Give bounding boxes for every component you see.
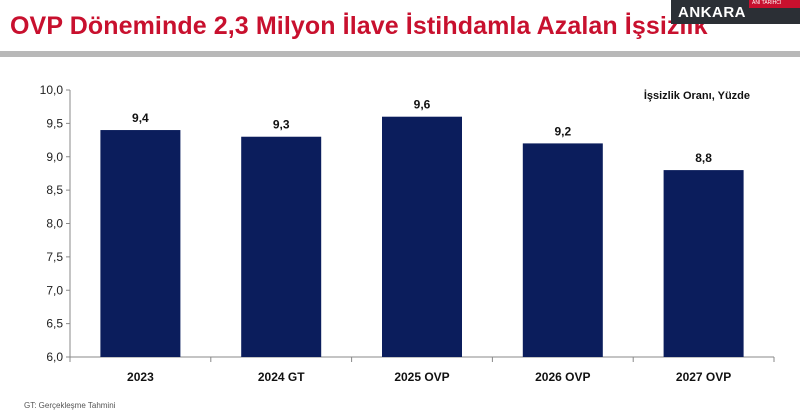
y-tick-label: 9,0 — [46, 150, 63, 164]
y-tick-label: 6,5 — [46, 317, 63, 331]
y-tick-label: 8,0 — [46, 217, 63, 231]
bar — [663, 170, 744, 357]
x-tick-label: 2027 OVP — [676, 370, 731, 384]
page-title: OVP Döneminde 2,3 Milyon İlave İstihdaml… — [10, 12, 708, 40]
x-tick-label: 2023 — [127, 370, 154, 384]
data-label: 9,3 — [273, 118, 290, 132]
y-tick-label: 7,5 — [46, 250, 63, 264]
data-label: 9,6 — [414, 98, 431, 112]
badge-red-strip — [749, 0, 800, 8]
chart-annotation: İşsizlik Oranı, Yüzde — [644, 89, 750, 102]
footnote: GT: Gerçekleşme Tahmini — [24, 401, 116, 410]
y-tick-label: 6,0 — [46, 350, 63, 364]
bar — [382, 116, 462, 357]
badge-small-text: ANI TARIHCI — [752, 0, 782, 6]
data-label: 9,2 — [554, 124, 571, 138]
bar — [522, 143, 603, 357]
x-tick-label: 2025 OVP — [394, 370, 449, 384]
y-tick-label: 10,0 — [40, 83, 64, 97]
badge-label: ANKARA — [678, 4, 746, 21]
y-tick-label: 7,0 — [46, 283, 63, 297]
bar — [100, 130, 181, 357]
bar — [241, 136, 322, 357]
data-label: 8,8 — [695, 151, 712, 165]
y-tick-label: 9,5 — [46, 116, 63, 130]
x-tick-label: 2024 GT — [258, 370, 305, 384]
data-label: 9,4 — [132, 111, 149, 125]
y-tick-label: 8,5 — [46, 183, 63, 197]
x-tick-label: 2026 OVP — [535, 370, 590, 384]
title-divider — [0, 51, 800, 57]
